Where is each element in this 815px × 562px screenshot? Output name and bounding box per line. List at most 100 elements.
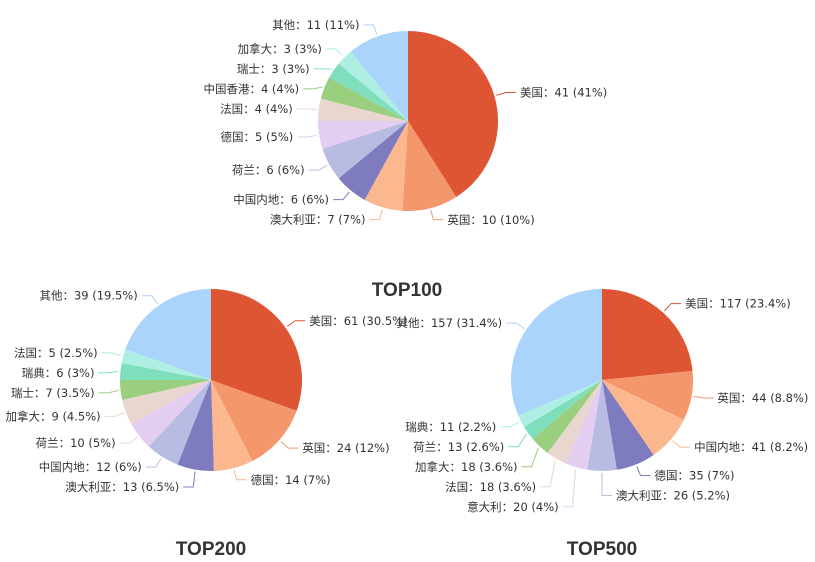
pie-slice[interactable]	[511, 289, 602, 416]
pie-slice[interactable]	[350, 31, 408, 121]
leader-line	[363, 24, 378, 35]
pie-slice[interactable]	[122, 380, 211, 424]
slice-label: 瑞士：7 (3.5%)	[11, 386, 95, 400]
leader-line	[297, 134, 318, 138]
pie-slice[interactable]	[547, 380, 602, 464]
leader-line	[101, 352, 122, 356]
pie-slice[interactable]	[211, 380, 297, 462]
chart-title: TOP200	[176, 539, 246, 560]
slice-label: 英国：44 (8.8%)	[717, 391, 808, 405]
leader-line	[233, 469, 247, 481]
chart-title: TOP500	[567, 539, 637, 560]
leader-line	[183, 471, 196, 488]
leader-line	[286, 320, 306, 327]
pie-slice[interactable]	[602, 289, 693, 380]
slice-label: 荷兰：10 (5%)	[36, 436, 116, 450]
pie-slice[interactable]	[322, 121, 408, 179]
pie-slice[interactable]	[211, 380, 253, 471]
pie-slice[interactable]	[121, 349, 211, 380]
slice-label: 中国内地：12 (6%)	[39, 460, 142, 474]
slice-label: 美国：117 (23.4%)	[685, 297, 791, 311]
pie-slice[interactable]	[318, 121, 408, 149]
leader-line	[664, 303, 682, 312]
pie-slice[interactable]	[318, 98, 408, 121]
leader-line	[540, 460, 556, 488]
slice-label: 德国：35 (7%)	[655, 469, 735, 483]
slice-label: 其他：39 (19.5%)	[39, 289, 137, 303]
leader-line	[500, 421, 520, 428]
pie-slice[interactable]	[364, 121, 408, 211]
leader-line	[430, 209, 444, 221]
slice-label: 澳大利亚：13 (6.5%)	[65, 480, 179, 494]
chart-title: TOP100	[372, 280, 442, 301]
pie-slice[interactable]	[602, 380, 684, 455]
leader-line	[332, 191, 350, 201]
slice-label: 法国：4 (4%)	[220, 102, 293, 116]
leader-line	[693, 395, 714, 399]
slice-label: 瑞典：11 (2.2%)	[405, 420, 496, 434]
pie-slice[interactable]	[408, 31, 499, 197]
pie-top100: 美国：41 (41%) 英国：10 (10%) 澳大利亚：7 (7%) 中国内地：6 …	[203, 18, 607, 301]
slice-label: 中国香港：4 (4%)	[203, 82, 299, 96]
slice-label: 其他：157 (31.4%)	[396, 316, 502, 330]
slice-label: 法国：5 (2.5%)	[14, 346, 98, 360]
leader-line	[119, 436, 138, 444]
pie-slice[interactable]	[177, 380, 214, 471]
leader-line	[369, 209, 383, 221]
slice-label: 中国内地：41 (8.2%)	[694, 440, 808, 454]
pie-slice[interactable]	[320, 77, 408, 121]
slice-label: 英国：10 (10%)	[447, 213, 534, 227]
pie-slice[interactable]	[338, 121, 408, 200]
leader-line	[145, 458, 162, 468]
leader-line	[98, 389, 119, 394]
slice-label: 法国：18 (3.6%)	[445, 480, 536, 494]
slice-label: 德国：5 (5%)	[221, 130, 294, 144]
pie-slice[interactable]	[565, 380, 602, 470]
leader-line	[636, 466, 651, 477]
leader-line	[496, 92, 516, 96]
leader-line	[506, 322, 525, 330]
pie-slice[interactable]	[602, 380, 654, 470]
slice-label: 美国：61 (30.5%)	[309, 314, 407, 328]
pie-slice[interactable]	[329, 63, 408, 121]
leader-line	[601, 473, 612, 497]
leader-line	[325, 48, 344, 57]
slice-label: 其他：11 (11%)	[272, 18, 359, 32]
slice-label: 荷兰：6 (6%)	[232, 163, 305, 177]
pie-slice[interactable]	[120, 380, 211, 400]
pie-slice[interactable]	[587, 380, 617, 471]
slice-label: 美国：41 (41%)	[520, 86, 607, 100]
slice-label: 瑞士：3 (3%)	[237, 62, 310, 76]
leader-line	[296, 108, 317, 110]
leader-line	[303, 86, 323, 90]
pie-slice[interactable]	[532, 380, 602, 453]
slice-label: 德国：14 (7%)	[251, 473, 331, 487]
leader-line	[141, 295, 158, 305]
pie-slice[interactable]	[602, 370, 693, 420]
pie-slice[interactable]	[120, 362, 211, 380]
pie-slice[interactable]	[131, 380, 211, 447]
leader-line	[98, 370, 119, 374]
slice-label: 澳大利亚：26 (5.2%)	[616, 489, 730, 503]
leader-line	[521, 447, 539, 468]
slice-label: 荷兰：13 (2.6%)	[413, 440, 504, 454]
leader-line	[308, 164, 328, 171]
pie-slice[interactable]	[211, 289, 302, 411]
pie-slice[interactable]	[125, 289, 211, 380]
slice-label: 意大利：20 (4%)	[467, 500, 559, 514]
pie-slice[interactable]	[148, 380, 211, 465]
slice-label: 加拿大：9 (4.5%)	[5, 409, 100, 423]
leader-line	[104, 412, 125, 417]
leader-line	[562, 469, 576, 508]
pie-top500: 美国：117 (23.4%) 英国：44 (8.8%) 中国内地：41 (8.2%)…	[396, 289, 808, 560]
pie-top200: 美国：61 (30.5%) 英国：24 (12%) 德国：14 (7%) 澳大利亚：1…	[5, 289, 407, 560]
slice-label: 加拿大：3 (3%)	[238, 42, 322, 56]
slice-label: 中国内地：6 (6%)	[233, 193, 329, 207]
pie-slice[interactable]	[338, 51, 408, 121]
pie-slice[interactable]	[402, 121, 457, 211]
pie-slice[interactable]	[518, 380, 602, 427]
pie-slice[interactable]	[523, 380, 602, 439]
slice-label: 瑞典：6 (3%)	[22, 366, 95, 380]
slice-label: 英国：24 (12%)	[302, 441, 389, 455]
